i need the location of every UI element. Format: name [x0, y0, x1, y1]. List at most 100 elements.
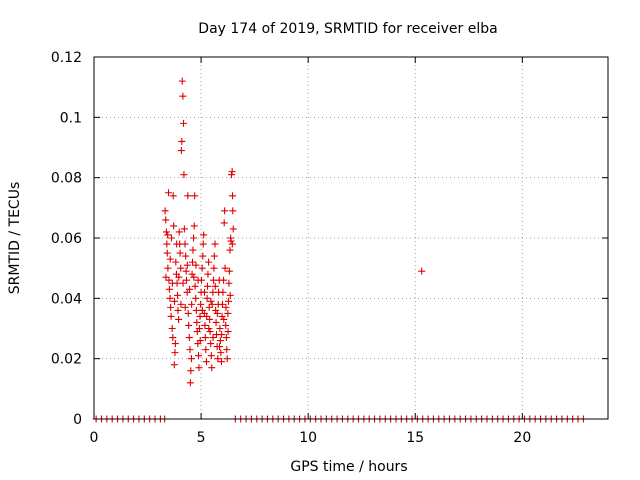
data-point: [187, 367, 195, 375]
x-tick-label: 20: [513, 430, 531, 446]
data-point: [225, 279, 233, 287]
data-point: [203, 312, 211, 320]
data-point: [201, 288, 209, 296]
data-point: [192, 294, 200, 302]
data-point: [185, 334, 193, 342]
data-point: [185, 321, 193, 329]
data-point: [217, 358, 225, 366]
data-point: [164, 231, 172, 239]
data-point: [207, 340, 215, 348]
x-tick-label: 0: [90, 430, 99, 446]
y-tick-label: 0.04: [51, 291, 82, 307]
y-tick-label: 0.1: [60, 110, 82, 126]
data-point: [170, 361, 178, 369]
data-point: [165, 189, 173, 197]
data-point: [174, 306, 182, 314]
data-point: [191, 282, 199, 290]
data-point: [182, 267, 190, 275]
data-point: [177, 300, 185, 308]
data-point: [218, 331, 226, 339]
data-point: [162, 216, 170, 224]
data-point: [184, 192, 192, 200]
data-point: [187, 355, 195, 363]
data-point: [168, 325, 176, 332]
data-point: [190, 273, 198, 281]
data-point: [225, 267, 233, 275]
data-point: [192, 306, 200, 314]
data-point: [162, 228, 170, 236]
data-point: [163, 240, 171, 248]
data-point: [207, 297, 215, 305]
data-point: [175, 228, 183, 236]
data-point: [178, 137, 186, 145]
x-tick-label: 15: [406, 430, 424, 446]
data-point: [195, 364, 203, 372]
data-point: [172, 258, 180, 266]
data-point: [180, 119, 188, 127]
data-point: [183, 276, 191, 284]
data-point: [205, 303, 213, 311]
data-point: [198, 306, 206, 314]
data-point: [204, 270, 212, 278]
data-point: [195, 352, 203, 360]
data-point: [194, 276, 202, 284]
data-point: [188, 270, 196, 278]
data-point: [224, 328, 232, 336]
data-point: [210, 264, 218, 272]
data-point: [184, 309, 192, 317]
data-point: [181, 303, 189, 311]
data-point: [206, 328, 214, 336]
data-point: [177, 147, 185, 155]
data-point: [197, 300, 205, 308]
data-point: [181, 240, 189, 248]
data-point: [204, 282, 212, 290]
x-axis-label: GPS time / hours: [290, 459, 407, 475]
data-point: [226, 246, 234, 254]
data-point: [189, 246, 197, 254]
data-point: [176, 249, 184, 257]
data-point: [191, 192, 199, 200]
data-point: [202, 358, 210, 366]
data-point: [168, 279, 176, 287]
data-point: [200, 231, 208, 239]
data-point: [228, 168, 236, 176]
data-point: [171, 297, 179, 305]
data-point: [221, 207, 229, 215]
data-point: [199, 252, 207, 260]
data-point: [418, 267, 426, 275]
y-tick-labels: 0 0.02 0.04 0.06 0.08 0.1 0.12: [51, 50, 82, 428]
data-point: [222, 303, 230, 311]
data-point: [219, 288, 227, 296]
data-point: [180, 225, 188, 233]
data-point: [192, 261, 200, 269]
data-point: [193, 318, 201, 326]
data-point: [205, 258, 213, 266]
data-point: [165, 276, 173, 284]
data-point: [169, 334, 177, 342]
data-point: [171, 349, 179, 357]
data-point: [196, 312, 204, 320]
data-point: [202, 346, 210, 354]
data-point: [177, 264, 185, 272]
data-point: [227, 171, 235, 179]
data-point: [229, 225, 237, 233]
data-point: [168, 234, 176, 242]
y-tick-label: 0.08: [51, 171, 82, 187]
data-point: [188, 300, 196, 308]
y-tick-label: 0.06: [51, 231, 82, 247]
data-point: [203, 294, 211, 302]
data-point: [201, 321, 209, 329]
data-point: [183, 261, 191, 269]
data-point: [167, 303, 175, 311]
y-tick-label: 0.02: [51, 352, 82, 368]
data-point: [216, 325, 224, 332]
data-point: [207, 352, 215, 360]
data-point: [205, 325, 213, 332]
data-point: [163, 249, 171, 257]
data-point: [211, 240, 219, 248]
data-point: [219, 300, 226, 308]
data-point: [224, 309, 232, 317]
x-tick-label: 10: [299, 430, 317, 446]
data-point: [211, 282, 219, 290]
